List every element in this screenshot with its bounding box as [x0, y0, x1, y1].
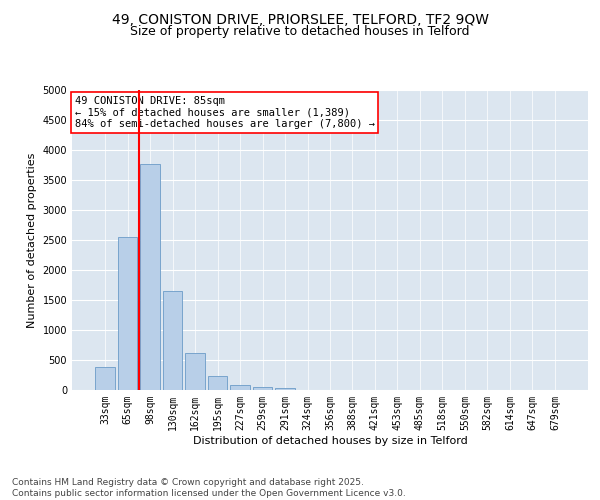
- Text: 49, CONISTON DRIVE, PRIORSLEE, TELFORD, TF2 9QW: 49, CONISTON DRIVE, PRIORSLEE, TELFORD, …: [112, 12, 488, 26]
- Bar: [140, 164, 160, 390]
- Text: Size of property relative to detached houses in Telford: Size of property relative to detached ho…: [130, 25, 470, 38]
- Bar: [95, 367, 115, 390]
- Bar: [118, 237, 137, 390]
- Bar: [230, 384, 250, 390]
- Bar: [163, 291, 182, 390]
- X-axis label: Distribution of detached houses by size in Telford: Distribution of detached houses by size …: [193, 436, 467, 446]
- Y-axis label: Number of detached properties: Number of detached properties: [27, 152, 37, 328]
- Bar: [253, 387, 272, 390]
- Bar: [208, 376, 227, 390]
- Text: 49 CONISTON DRIVE: 85sqm
← 15% of detached houses are smaller (1,389)
84% of sem: 49 CONISTON DRIVE: 85sqm ← 15% of detach…: [74, 96, 374, 129]
- Bar: [185, 353, 205, 390]
- Text: Contains HM Land Registry data © Crown copyright and database right 2025.
Contai: Contains HM Land Registry data © Crown c…: [12, 478, 406, 498]
- Bar: [275, 388, 295, 390]
